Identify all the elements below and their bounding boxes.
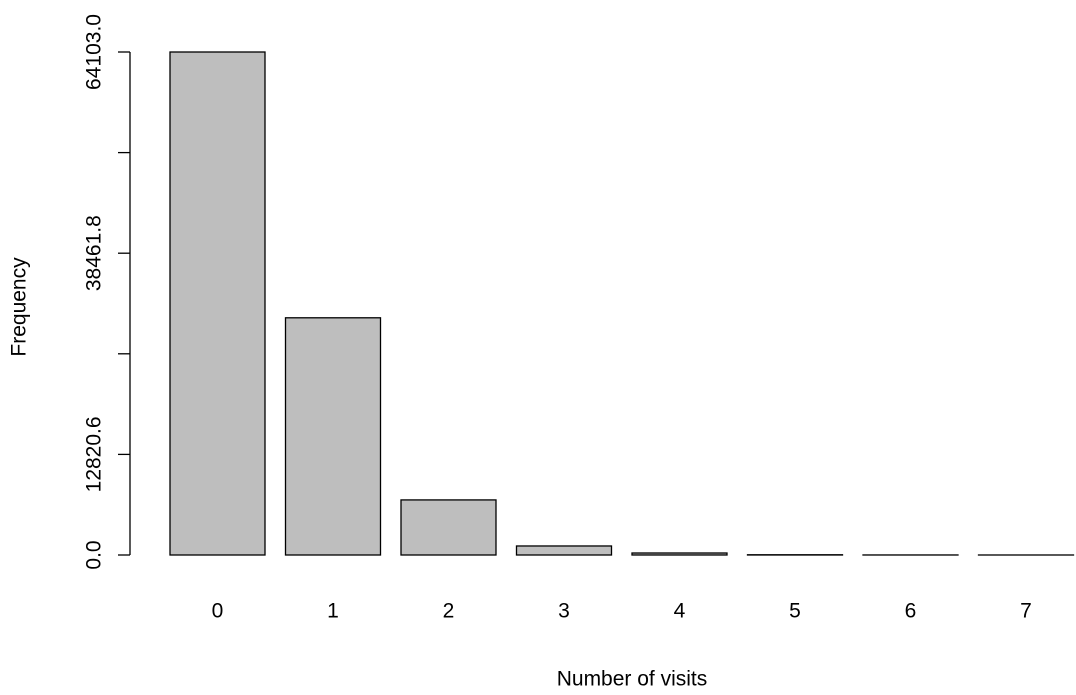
- y-tick-label: 64103.0: [83, 14, 106, 90]
- bar: [169, 51, 266, 556]
- y-axis-label: Frequency: [8, 257, 31, 357]
- bar: [400, 499, 497, 556]
- x-tick-label: 1: [327, 600, 339, 623]
- x-tick-label: 2: [443, 600, 455, 623]
- bar: [515, 545, 613, 556]
- x-tick-label: 5: [789, 600, 801, 623]
- x-tick-label: 0: [212, 600, 224, 623]
- y-tick-label: 0.0: [83, 540, 106, 569]
- y-tick-label: 38461.8: [83, 215, 106, 291]
- x-tick-label: 7: [1020, 600, 1032, 623]
- x-tick-label: 3: [558, 600, 570, 623]
- x-axis-label: Number of visits: [557, 668, 708, 691]
- x-tick-label: 6: [905, 600, 917, 623]
- bar: [284, 317, 382, 556]
- x-tick-label: 4: [674, 600, 686, 623]
- y-tick-label: 12820.6: [83, 416, 106, 492]
- bar: [631, 552, 728, 556]
